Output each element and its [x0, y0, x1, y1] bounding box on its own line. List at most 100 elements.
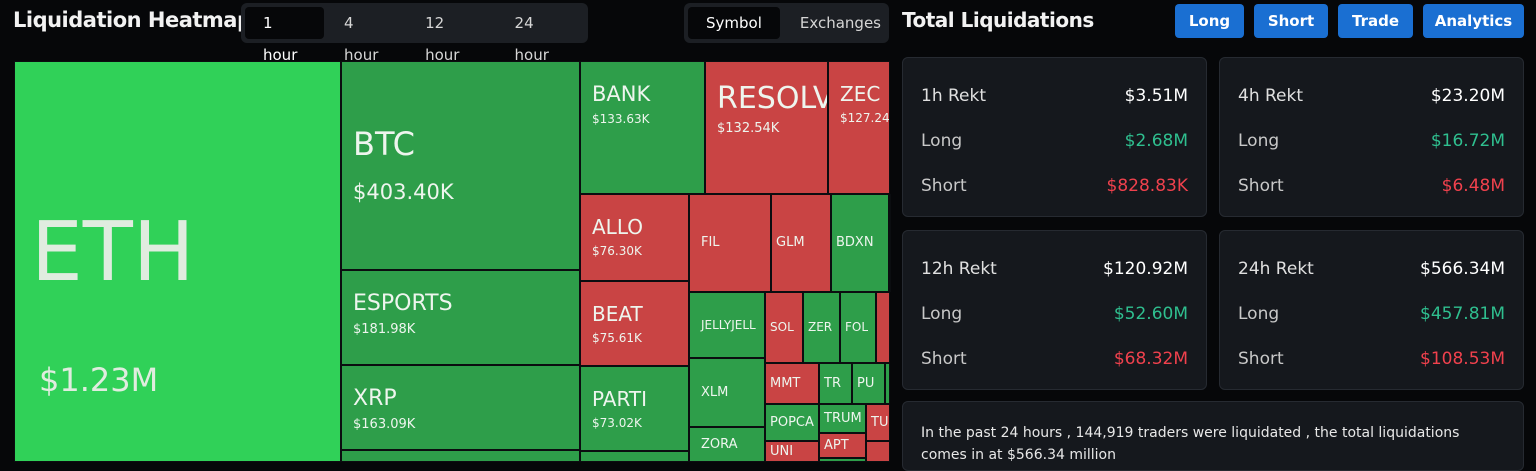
heatmap-tile [876, 292, 890, 363]
heatmap-tile[interactable]: RESOLV $132.54K [705, 61, 828, 194]
tile-label: BDXN [836, 235, 874, 251]
row-value: $6.48M [1441, 176, 1505, 196]
heatmap-tile[interactable]: FIL [689, 194, 771, 292]
tile-label: RESOLV [717, 81, 828, 116]
tile-label: JELLYJELL [701, 317, 756, 332]
heatmap-tile[interactable]: UNI [765, 441, 819, 462]
tile-value: $181.98K [353, 322, 416, 337]
heatmap-tile[interactable]: PARTI $73.02K [580, 366, 689, 451]
heatmap-tile[interactable]: BDXN [831, 194, 889, 292]
card-header: 24h Rekt $566.34M [1238, 259, 1505, 279]
heatmap-tile[interactable]: FOL [840, 292, 876, 363]
time-tabs: 1 hour 4 hour 12 hour 24 hour [241, 3, 588, 64]
tile-label: BANK [592, 82, 651, 106]
card-header: 1h Rekt $3.51M [921, 86, 1188, 106]
summary-note: In the past 24 hours , 144,919 traders w… [902, 401, 1524, 471]
heatmap-tile[interactable]: MMT [765, 363, 819, 404]
heatmap-tile[interactable]: APT [819, 433, 866, 458]
tile-label: TR [824, 375, 841, 391]
card-title: 12h Rekt [921, 259, 997, 279]
rekt-card: 1h Rekt $3.51M Long $2.68M Short $828.83K [902, 57, 1207, 217]
row-label: Short [921, 176, 967, 196]
tile-label: GLM [776, 235, 805, 251]
heatmap-tile[interactable]: XRP $163.09K [341, 365, 580, 450]
tile-label: PU [857, 375, 875, 391]
heatmap-tile[interactable]: XLM [689, 358, 765, 427]
tile-label: XRP [353, 386, 397, 411]
heatmap-tile [341, 450, 580, 462]
card-total: $23.20M [1430, 86, 1505, 106]
tile-label: PARTI [592, 387, 648, 411]
row-value: $68.32M [1113, 349, 1188, 369]
heatmap-tile [889, 194, 891, 292]
rekt-card: 12h Rekt $120.92M Long $52.60M Short $68.32M [902, 230, 1207, 390]
heatmap-tile[interactable]: ALLO $76.30K [580, 194, 689, 281]
heatmap-tile[interactable]: ETH $1.23M [14, 61, 341, 462]
card-row: Short $68.32M [921, 349, 1188, 369]
row-label: Long [1238, 131, 1280, 151]
tile-label: ESPORTS [353, 291, 453, 316]
tile-value: $133.63K [592, 112, 650, 126]
action-button[interactable]: Analytics [1423, 4, 1524, 38]
card-row: Long $2.68M [921, 131, 1188, 151]
row-value: $108.53M [1420, 349, 1505, 369]
card-title: 4h Rekt [1238, 86, 1304, 106]
tile-value: $1.23M [39, 361, 159, 399]
tile-label: FOL [845, 320, 869, 335]
time-tab[interactable]: 1 hour [245, 7, 325, 64]
tile-label: ALLO [592, 215, 643, 239]
heatmap-tile[interactable]: POPCA [765, 404, 819, 441]
card-row: Long $52.60M [921, 304, 1188, 324]
card-total: $566.34M [1420, 259, 1505, 279]
action-button[interactable]: Trade [1338, 4, 1413, 38]
tile-label: TRUM [824, 410, 862, 426]
row-value: $2.68M [1124, 131, 1188, 151]
row-value: $828.83K [1106, 176, 1188, 196]
action-button[interactable]: Long [1175, 4, 1244, 38]
heatmap-tile[interactable]: GLM [771, 194, 831, 292]
view-tab[interactable]: Symbol [688, 7, 780, 39]
card-total: $120.92M [1103, 259, 1188, 279]
tile-label: FIL [701, 235, 720, 251]
action-button[interactable]: Short [1254, 4, 1328, 38]
card-title: 1h Rekt [921, 86, 987, 106]
tile-label: ZEC [840, 82, 881, 106]
heatmap-tile[interactable]: TU [866, 404, 890, 441]
heatmap-tile[interactable]: PU [852, 363, 885, 404]
heatmap-tile[interactable]: BEAT $75.61K [580, 281, 689, 366]
view-tab[interactable]: Exchanges [799, 14, 881, 32]
heatmap-tile[interactable]: TRUM [819, 404, 866, 433]
card-row: Long $16.72M [1238, 131, 1505, 151]
tile-label: ETH [31, 205, 195, 300]
heatmap-tile[interactable]: ZORA [689, 427, 765, 462]
card-row: Short $108.53M [1238, 349, 1505, 369]
heatmap-tile[interactable]: ESPORTS $181.98K [341, 270, 580, 365]
tile-value: $163.09K [353, 417, 416, 432]
row-label: Short [1238, 176, 1284, 196]
heatmap-tile[interactable]: BTC $403.40K [341, 61, 580, 270]
tile-label: APT [824, 437, 849, 453]
heatmap-tile [885, 363, 890, 404]
time-tab[interactable]: 4 hour [344, 14, 379, 64]
heatmap-tile[interactable]: JELLYJELL [689, 292, 765, 358]
tile-label: TU [871, 414, 889, 430]
heatmap-tile[interactable]: BANK $133.63K [580, 61, 705, 194]
tile-label: UNI [770, 443, 794, 459]
time-tab[interactable]: 24 hour [514, 14, 549, 64]
tile-value: $127.24K [840, 111, 890, 125]
tile-value: $132.54K [717, 121, 780, 136]
row-label: Short [921, 349, 967, 369]
time-tab[interactable]: 12 hour [425, 14, 460, 64]
heatmap-tile[interactable]: ZER [803, 292, 840, 363]
card-row: Short $6.48M [1238, 176, 1505, 196]
card-row: Long $457.81M [1238, 304, 1505, 324]
heatmap-tile[interactable]: SOL [765, 292, 803, 363]
row-value: $16.72M [1430, 131, 1505, 151]
heatmap-tile[interactable]: TR [819, 363, 852, 404]
rekt-card: 24h Rekt $566.34M Long $457.81M Short $108.53… [1219, 230, 1524, 390]
card-header: 4h Rekt $23.20M [1238, 86, 1505, 106]
heatmap-tile[interactable]: ZEC $127.24K [828, 61, 890, 194]
row-label: Long [921, 304, 963, 324]
tile-label: SOL [770, 320, 794, 335]
